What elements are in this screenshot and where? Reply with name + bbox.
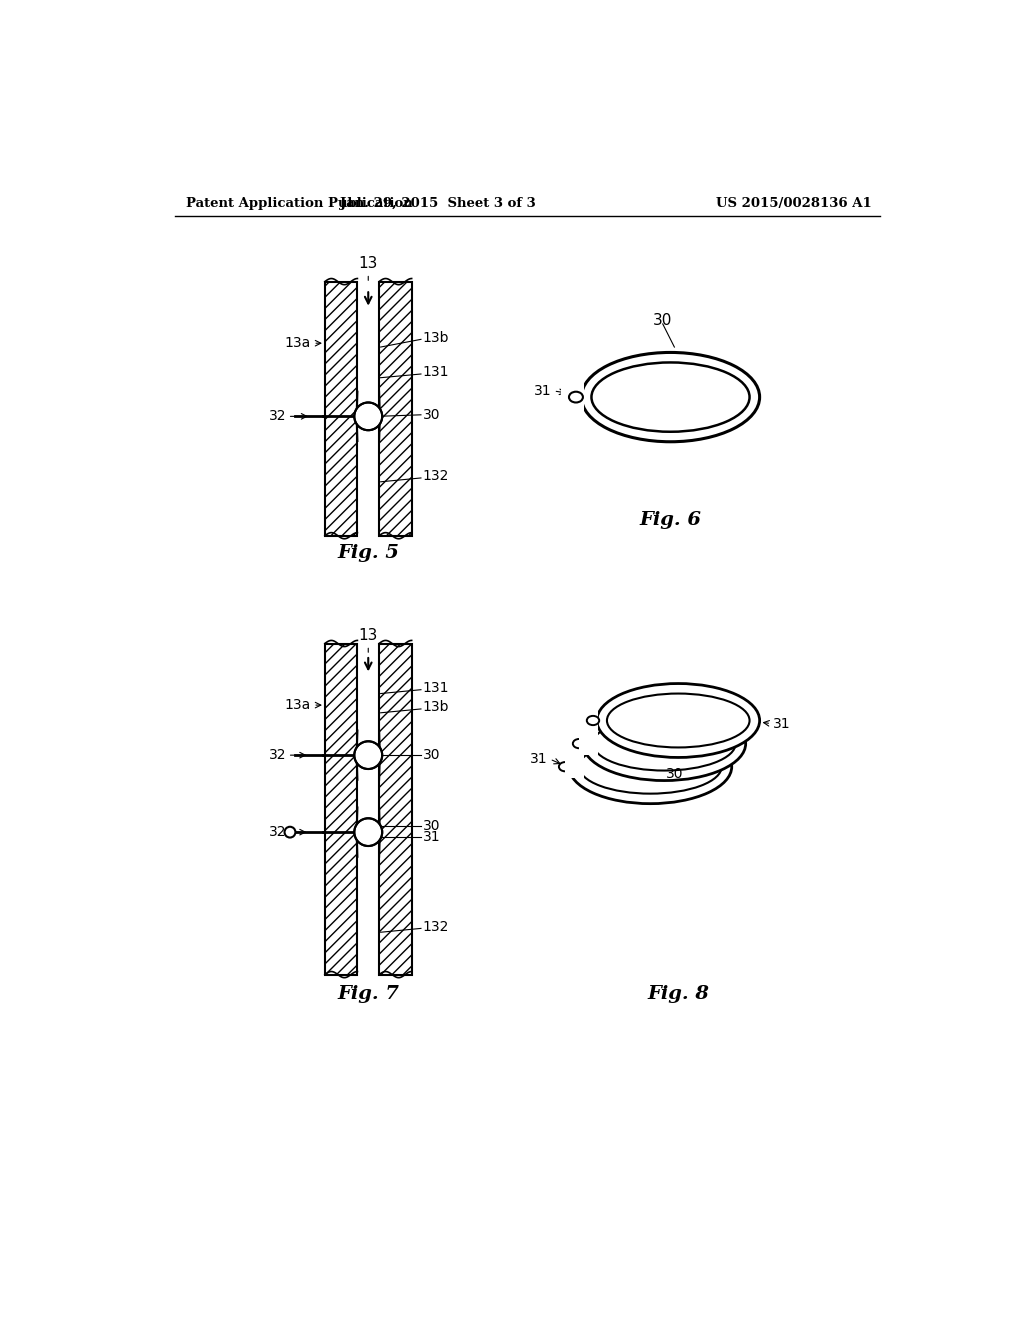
Text: 13a: 13a xyxy=(285,337,311,350)
Text: 30: 30 xyxy=(649,706,667,719)
Text: 32: 32 xyxy=(268,748,286,762)
Text: 13: 13 xyxy=(358,627,378,652)
Ellipse shape xyxy=(569,730,732,804)
Text: Jan. 29, 2015  Sheet 3 of 3: Jan. 29, 2015 Sheet 3 of 3 xyxy=(340,197,536,210)
Text: 30: 30 xyxy=(423,748,440,762)
Text: 13: 13 xyxy=(358,256,378,280)
Ellipse shape xyxy=(572,739,586,748)
Circle shape xyxy=(285,826,295,838)
Text: 32: 32 xyxy=(268,409,286,424)
Ellipse shape xyxy=(582,352,760,442)
Bar xyxy=(561,356,585,438)
Text: 13a: 13a xyxy=(285,698,311,711)
Ellipse shape xyxy=(587,715,599,725)
Text: 31: 31 xyxy=(773,717,791,731)
Text: 30: 30 xyxy=(423,818,440,833)
Text: 131: 131 xyxy=(423,681,449,696)
Text: US 2015/0028136 A1: US 2015/0028136 A1 xyxy=(716,197,872,210)
Text: 31: 31 xyxy=(423,830,440,843)
Ellipse shape xyxy=(597,684,760,758)
Ellipse shape xyxy=(579,739,722,793)
Bar xyxy=(551,733,570,801)
Text: 131: 131 xyxy=(423,366,449,379)
Ellipse shape xyxy=(592,363,750,432)
Text: 13b: 13b xyxy=(423,331,449,345)
Ellipse shape xyxy=(607,693,750,747)
Circle shape xyxy=(354,818,382,846)
Text: Patent Application Publication: Patent Application Publication xyxy=(186,197,413,210)
Text: 132: 132 xyxy=(423,920,449,933)
Circle shape xyxy=(354,403,382,430)
Bar xyxy=(565,709,585,779)
Text: 31: 31 xyxy=(535,384,552,397)
Ellipse shape xyxy=(593,717,735,771)
Ellipse shape xyxy=(569,392,583,403)
Ellipse shape xyxy=(583,706,745,780)
Text: Fig. 5: Fig. 5 xyxy=(337,544,399,562)
Text: 30: 30 xyxy=(423,408,440,422)
Text: 31: 31 xyxy=(530,752,548,766)
Text: Fig. 8: Fig. 8 xyxy=(647,985,710,1003)
Bar xyxy=(579,686,598,755)
Text: 13b: 13b xyxy=(423,701,449,714)
Ellipse shape xyxy=(559,762,571,771)
Bar xyxy=(325,281,357,536)
Circle shape xyxy=(354,742,382,770)
Text: Fig. 6: Fig. 6 xyxy=(640,511,701,529)
Text: 32: 32 xyxy=(268,825,286,840)
Bar xyxy=(379,644,412,974)
Text: 30: 30 xyxy=(653,313,673,327)
Text: Fig. 7: Fig. 7 xyxy=(337,985,399,1003)
Bar xyxy=(379,281,412,536)
Bar xyxy=(325,644,357,974)
Text: 30: 30 xyxy=(666,767,683,781)
Text: 132: 132 xyxy=(423,470,449,483)
